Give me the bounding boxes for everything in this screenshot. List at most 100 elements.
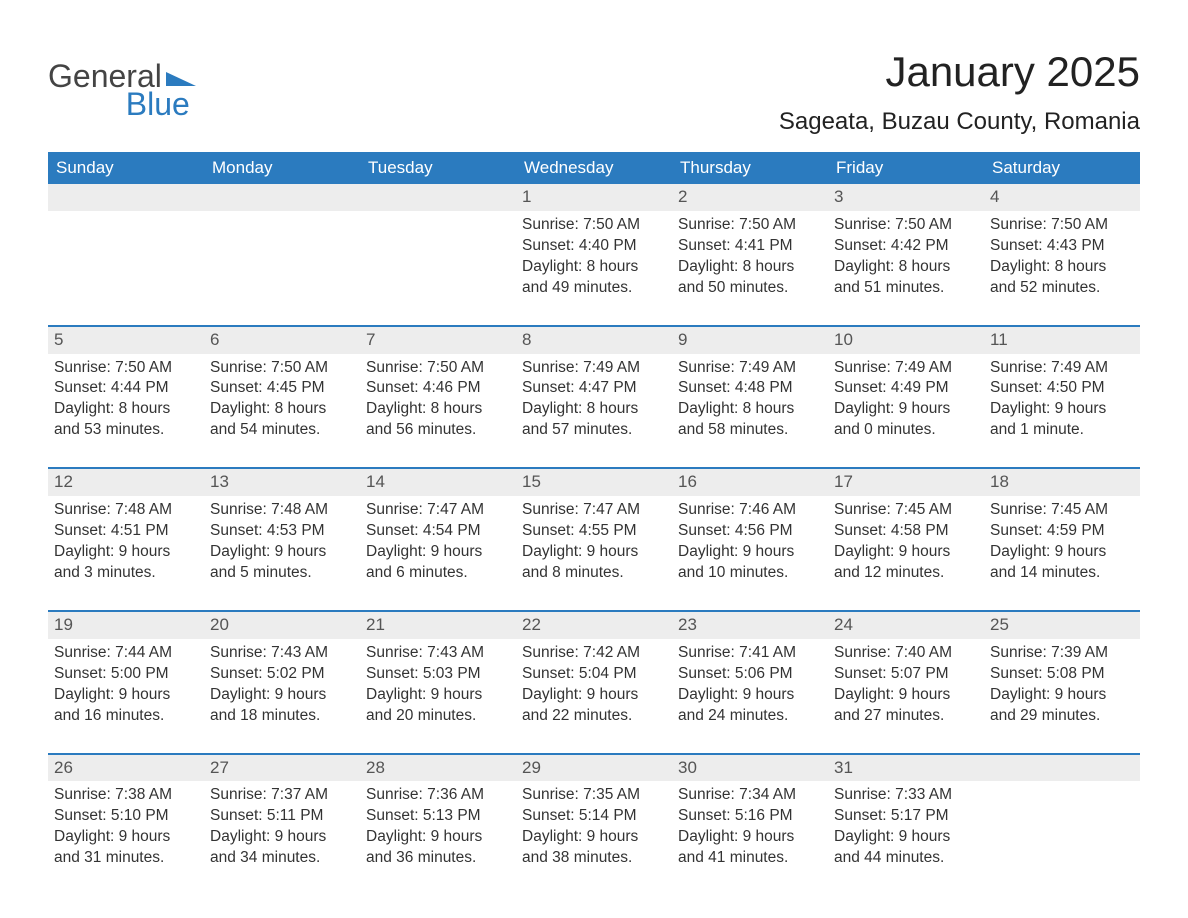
calendar-week-row: 12 Sunrise: 7:48 AMSunset: 4:51 PMDayligh… bbox=[48, 468, 1140, 611]
day-number: 26 bbox=[48, 755, 204, 782]
calendar-day-cell: 23Sunrise: 7:41 AMSunset: 5:06 PMDayligh… bbox=[672, 611, 828, 754]
day-details: Sunrise: 7:40 AMSunset: 5:07 PMDaylight:… bbox=[834, 643, 978, 727]
day-details: Sunrise: 7:38 AMSunset: 5:10 PMDaylight:… bbox=[54, 785, 198, 869]
weekday-header: Thursday bbox=[672, 152, 828, 184]
day-details: Sunrise: 7:50 AMSunset: 4:43 PMDaylight:… bbox=[990, 215, 1134, 299]
day-number: 9 bbox=[672, 327, 828, 354]
calendar-day-cell: 21 Sunrise: 7:43 AMSunset: 5:03 PMDayligh… bbox=[360, 611, 516, 754]
day-details: Sunrise: 7:50 AMSunset: 4:41 PMDaylight:… bbox=[678, 215, 822, 299]
weekday-header: Friday bbox=[828, 152, 984, 184]
calendar-week-row: 26 Sunrise: 7:38 AMSunset: 5:10 PMDayligh… bbox=[48, 754, 1140, 896]
day-details: Sunrise: 7:47 AMSunset: 4:54 PMDaylight:… bbox=[366, 500, 510, 584]
day-details: Sunrise: 7:49 AMSunset: 4:50 PMDaylight:… bbox=[990, 358, 1134, 442]
day-number: 20 bbox=[204, 612, 360, 639]
day-number: 31 bbox=[828, 755, 984, 782]
calendar-day-cell: 26 Sunrise: 7:38 AMSunset: 5:10 PMDayligh… bbox=[48, 754, 204, 896]
calendar-day-cell: 7 Sunrise: 7:50 AMSunset: 4:46 PMDaylight… bbox=[360, 326, 516, 469]
calendar-week-row: 19Sunrise: 7:44 AMSunset: 5:00 PMDayligh… bbox=[48, 611, 1140, 754]
day-number: 16 bbox=[672, 469, 828, 496]
calendar-day-cell: 2 Sunrise: 7:50 AMSunset: 4:41 PMDaylight… bbox=[672, 184, 828, 326]
day-details: Sunrise: 7:45 AMSunset: 4:58 PMDaylight:… bbox=[834, 500, 978, 584]
calendar-table: SundayMondayTuesdayWednesdayThursdayFrid… bbox=[48, 152, 1140, 895]
weekday-header: Saturday bbox=[984, 152, 1140, 184]
calendar-day-cell: 18 Sunrise: 7:45 AMSunset: 4:59 PMDayligh… bbox=[984, 468, 1140, 611]
day-details: Sunrise: 7:44 AMSunset: 5:00 PMDaylight:… bbox=[54, 643, 198, 727]
day-number: 27 bbox=[204, 755, 360, 782]
day-number bbox=[360, 184, 516, 211]
day-number: 24 bbox=[828, 612, 984, 639]
calendar-day-cell: 4 Sunrise: 7:50 AMSunset: 4:43 PMDaylight… bbox=[984, 184, 1140, 326]
day-number: 12 bbox=[48, 469, 204, 496]
calendar-day-cell: 12 Sunrise: 7:48 AMSunset: 4:51 PMDayligh… bbox=[48, 468, 204, 611]
calendar-day-cell: 9 Sunrise: 7:49 AMSunset: 4:48 PMDaylight… bbox=[672, 326, 828, 469]
calendar-day-cell: 20 Sunrise: 7:43 AMSunset: 5:02 PMDayligh… bbox=[204, 611, 360, 754]
day-number: 1 bbox=[516, 184, 672, 211]
day-number: 21 bbox=[360, 612, 516, 639]
day-number: 28 bbox=[360, 755, 516, 782]
day-details: Sunrise: 7:50 AMSunset: 4:40 PMDaylight:… bbox=[522, 215, 666, 299]
weekday-header: Tuesday bbox=[360, 152, 516, 184]
day-number: 7 bbox=[360, 327, 516, 354]
flag-icon bbox=[166, 72, 196, 86]
calendar-day-cell bbox=[984, 754, 1140, 896]
day-details: Sunrise: 7:43 AMSunset: 5:03 PMDaylight:… bbox=[366, 643, 510, 727]
day-number: 22 bbox=[516, 612, 672, 639]
day-details: Sunrise: 7:34 AMSunset: 5:16 PMDaylight:… bbox=[678, 785, 822, 869]
day-details: Sunrise: 7:49 AMSunset: 4:49 PMDaylight:… bbox=[834, 358, 978, 442]
weekday-header: Wednesday bbox=[516, 152, 672, 184]
calendar-day-cell: 24 Sunrise: 7:40 AMSunset: 5:07 PMDayligh… bbox=[828, 611, 984, 754]
weekday-header: Monday bbox=[204, 152, 360, 184]
brand-logo: General Blue bbox=[48, 48, 196, 120]
day-details: Sunrise: 7:45 AMSunset: 4:59 PMDaylight:… bbox=[990, 500, 1134, 584]
day-number: 4 bbox=[984, 184, 1140, 211]
calendar-week-row: 1 Sunrise: 7:50 AMSunset: 4:40 PMDaylight… bbox=[48, 184, 1140, 326]
day-details: Sunrise: 7:43 AMSunset: 5:02 PMDaylight:… bbox=[210, 643, 354, 727]
calendar-day-cell: 13 Sunrise: 7:48 AMSunset: 4:53 PMDayligh… bbox=[204, 468, 360, 611]
day-details: Sunrise: 7:42 AMSunset: 5:04 PMDaylight:… bbox=[522, 643, 666, 727]
calendar-day-cell: 8 Sunrise: 7:49 AMSunset: 4:47 PMDaylight… bbox=[516, 326, 672, 469]
weekday-header: Sunday bbox=[48, 152, 204, 184]
day-details: Sunrise: 7:47 AMSunset: 4:55 PMDaylight:… bbox=[522, 500, 666, 584]
calendar-day-cell: 14 Sunrise: 7:47 AMSunset: 4:54 PMDayligh… bbox=[360, 468, 516, 611]
day-details: Sunrise: 7:49 AMSunset: 4:47 PMDaylight:… bbox=[522, 358, 666, 442]
calendar-day-cell: 15 Sunrise: 7:47 AMSunset: 4:55 PMDayligh… bbox=[516, 468, 672, 611]
calendar-day-cell: 17Sunrise: 7:45 AMSunset: 4:58 PMDayligh… bbox=[828, 468, 984, 611]
day-number: 2 bbox=[672, 184, 828, 211]
page-title: January 2025 bbox=[779, 48, 1140, 96]
day-number: 8 bbox=[516, 327, 672, 354]
day-number: 3 bbox=[828, 184, 984, 211]
day-number: 25 bbox=[984, 612, 1140, 639]
day-details: Sunrise: 7:49 AMSunset: 4:48 PMDaylight:… bbox=[678, 358, 822, 442]
day-number bbox=[48, 184, 204, 211]
calendar-day-cell bbox=[204, 184, 360, 326]
day-details: Sunrise: 7:39 AMSunset: 5:08 PMDaylight:… bbox=[990, 643, 1134, 727]
weekday-header-row: SundayMondayTuesdayWednesdayThursdayFrid… bbox=[48, 152, 1140, 184]
calendar-day-cell: 3 Sunrise: 7:50 AMSunset: 4:42 PMDaylight… bbox=[828, 184, 984, 326]
calendar-day-cell: 6Sunrise: 7:50 AMSunset: 4:45 PMDaylight… bbox=[204, 326, 360, 469]
day-number: 13 bbox=[204, 469, 360, 496]
day-number: 15 bbox=[516, 469, 672, 496]
day-details: Sunrise: 7:35 AMSunset: 5:14 PMDaylight:… bbox=[522, 785, 666, 869]
day-number: 5 bbox=[48, 327, 204, 354]
day-details: Sunrise: 7:50 AMSunset: 4:46 PMDaylight:… bbox=[366, 358, 510, 442]
calendar-day-cell: 27Sunrise: 7:37 AMSunset: 5:11 PMDayligh… bbox=[204, 754, 360, 896]
calendar-day-cell bbox=[360, 184, 516, 326]
calendar-day-cell bbox=[48, 184, 204, 326]
calendar-day-cell: 16Sunrise: 7:46 AMSunset: 4:56 PMDayligh… bbox=[672, 468, 828, 611]
calendar-day-cell: 10Sunrise: 7:49 AMSunset: 4:49 PMDayligh… bbox=[828, 326, 984, 469]
calendar-day-cell: 11Sunrise: 7:49 AMSunset: 4:50 PMDayligh… bbox=[984, 326, 1140, 469]
day-details: Sunrise: 7:50 AMSunset: 4:44 PMDaylight:… bbox=[54, 358, 198, 442]
calendar-day-cell: 28 Sunrise: 7:36 AMSunset: 5:13 PMDayligh… bbox=[360, 754, 516, 896]
day-number: 23 bbox=[672, 612, 828, 639]
day-details: Sunrise: 7:36 AMSunset: 5:13 PMDaylight:… bbox=[366, 785, 510, 869]
calendar-day-cell: 30Sunrise: 7:34 AMSunset: 5:16 PMDayligh… bbox=[672, 754, 828, 896]
calendar-day-cell: 22 Sunrise: 7:42 AMSunset: 5:04 PMDayligh… bbox=[516, 611, 672, 754]
day-details: Sunrise: 7:48 AMSunset: 4:51 PMDaylight:… bbox=[54, 500, 198, 584]
calendar-day-cell: 29Sunrise: 7:35 AMSunset: 5:14 PMDayligh… bbox=[516, 754, 672, 896]
calendar-day-cell: 19Sunrise: 7:44 AMSunset: 5:00 PMDayligh… bbox=[48, 611, 204, 754]
day-number: 14 bbox=[360, 469, 516, 496]
day-details: Sunrise: 7:48 AMSunset: 4:53 PMDaylight:… bbox=[210, 500, 354, 584]
day-number bbox=[204, 184, 360, 211]
day-details: Sunrise: 7:50 AMSunset: 4:42 PMDaylight:… bbox=[834, 215, 978, 299]
day-number: 18 bbox=[984, 469, 1140, 496]
